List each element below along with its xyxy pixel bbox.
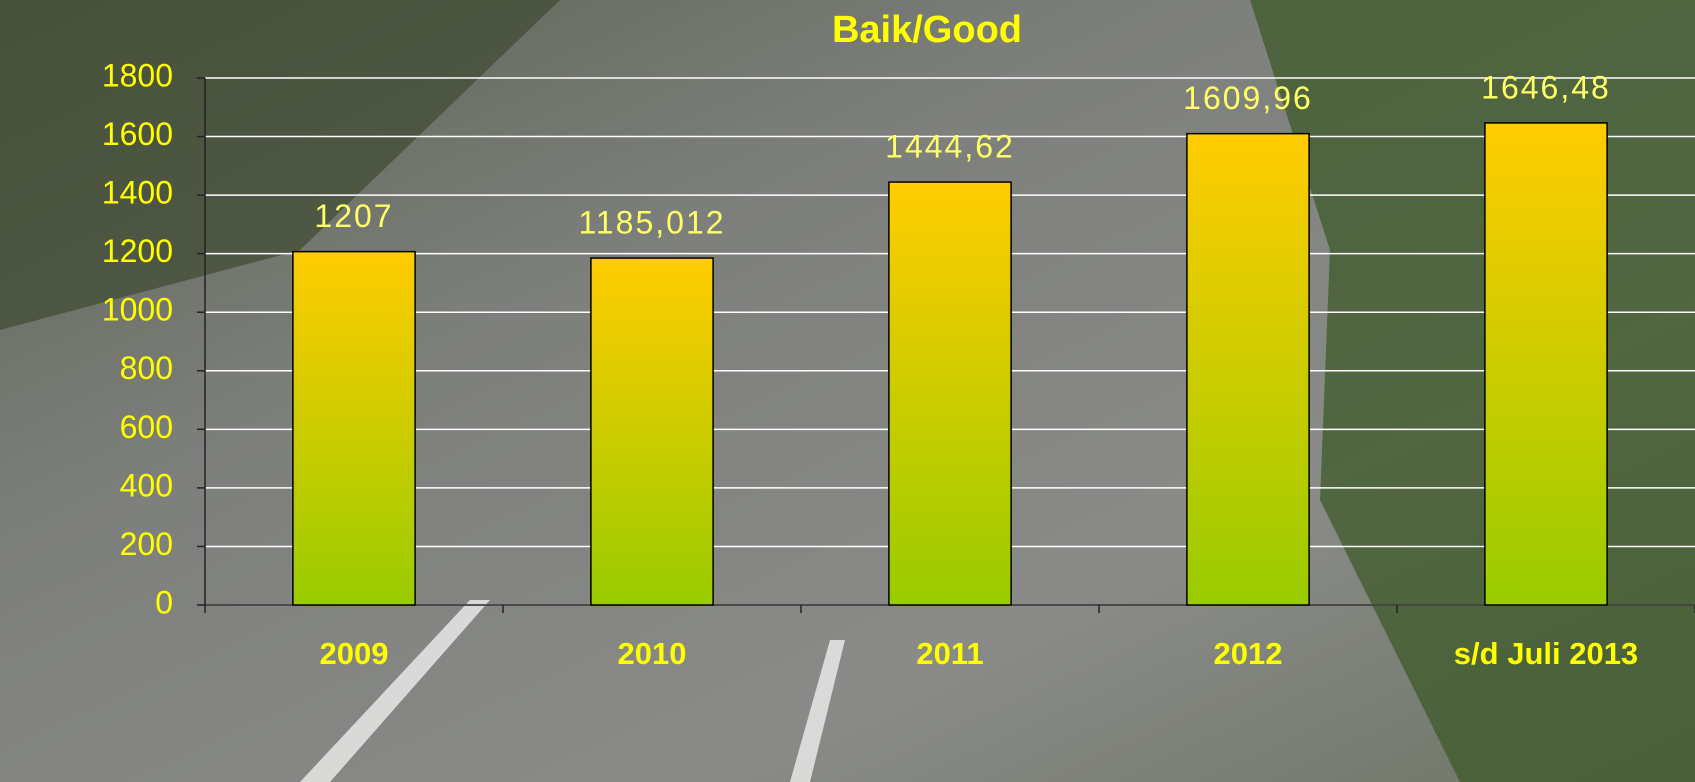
x-tick-label: 2011 (916, 636, 983, 671)
y-tick-label: 1800 (102, 57, 173, 93)
y-tick-label: 400 (120, 467, 173, 503)
y-tick-label: 1000 (102, 292, 173, 328)
page: Baik/Good 0 200 400 600 800 1000 1200 1400 1600 1… (0, 0, 1695, 782)
value-label: 1207 (314, 198, 393, 234)
x-tick-label: 2012 (1214, 636, 1283, 671)
value-label: 1646,48 (1481, 69, 1611, 105)
y-tick-label: 600 (120, 409, 173, 445)
bar (889, 182, 1011, 605)
value-label: 1185,012 (578, 205, 725, 241)
value-label: 1609,96 (1183, 80, 1313, 116)
y-tick-label: 0 (155, 584, 173, 620)
bar (293, 252, 415, 605)
x-tick-label: s/d Juli 2013 (1454, 636, 1638, 671)
bar (591, 258, 713, 605)
y-tick-label: 1200 (102, 233, 173, 269)
chart-title: Baik/Good (832, 9, 1022, 51)
y-tick-label: 1600 (102, 116, 173, 152)
x-tick-label: 2009 (320, 636, 389, 671)
chart: Baik/Good 0 200 400 600 800 1000 1200 1400 1600 1… (0, 0, 1695, 782)
y-tick-label: 1400 (102, 175, 173, 211)
value-label: 1444,62 (885, 129, 1015, 165)
bar (1187, 134, 1309, 605)
y-tick-label: 800 (120, 350, 173, 386)
y-tick-label: 200 (120, 526, 173, 562)
x-tick-label: 2010 (618, 636, 687, 671)
bar (1485, 123, 1607, 605)
